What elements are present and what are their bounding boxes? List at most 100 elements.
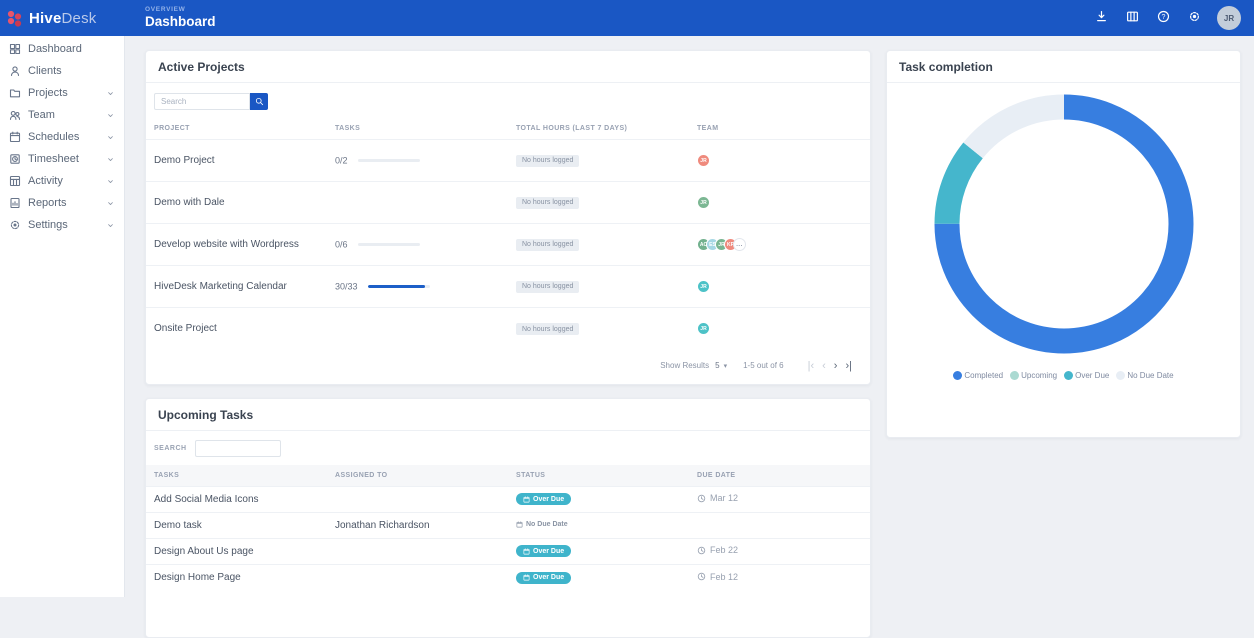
- chart-legend: Completed Upcoming Over Due No Due Date: [953, 371, 1174, 380]
- tasks-search-input[interactable]: [194, 440, 281, 457]
- tasks-progress: 0/6: [335, 239, 421, 250]
- table-row[interactable]: Onsite Project No hours logged JR: [146, 307, 870, 350]
- sidebar: Dashboard Clients Projects Team Schedule…: [0, 36, 125, 597]
- pagination-prev-button[interactable]: ‹: [818, 360, 830, 372]
- upcoming-tasks-table: TASKS ASSIGNED TO STATUS DUE DATE Add Socia…: [146, 465, 870, 591]
- hours-badge: No hours logged: [516, 238, 580, 251]
- brand-name-light: Desk: [61, 9, 97, 27]
- tasks-progress: 30/33: [335, 281, 431, 292]
- calendar-icon: [516, 521, 523, 528]
- column-header-due-date: DUE DATE: [697, 472, 736, 479]
- hours-badge: No hours logged: [516, 323, 580, 335]
- search-icon: [255, 97, 264, 106]
- legend-item-over-due[interactable]: Over Due: [1064, 371, 1109, 380]
- columns-button[interactable]: [1124, 10, 1140, 26]
- pagination-first-button[interactable]: |‹: [804, 360, 819, 372]
- table-row[interactable]: Design Home Page Over Due Feb 12: [146, 564, 870, 591]
- calendar-icon: [523, 496, 530, 503]
- sidebar-item-label: Team: [28, 109, 55, 121]
- topbar-actions: [1093, 0, 1202, 36]
- legend-label: No Due Date: [1127, 371, 1174, 380]
- task-name: Add Social Media Icons: [146, 486, 327, 513]
- project-name: Onsite Project: [146, 307, 327, 350]
- sidebar-item-projects[interactable]: Projects: [0, 82, 124, 104]
- tasks-fraction: 0/6: [335, 239, 348, 250]
- brand-name-bold: Hive: [29, 9, 62, 27]
- sidebar-item-dashboard[interactable]: Dashboard: [0, 38, 124, 60]
- top-bar: HiveDesk OVERVIEW Dashboard JR: [0, 0, 1254, 36]
- due-date: Mar 12: [697, 493, 738, 503]
- sidebar-item-label: Projects: [28, 87, 68, 99]
- legend-item-upcoming[interactable]: Upcoming: [1010, 371, 1057, 380]
- brand-name: HiveDesk: [29, 10, 96, 27]
- schedules-icon: [9, 131, 21, 143]
- columns-icon: [1126, 10, 1139, 23]
- upcoming-tasks-title: Upcoming Tasks: [146, 399, 870, 431]
- help-icon: [1157, 10, 1170, 23]
- due-date: Feb 22: [697, 545, 738, 555]
- task-completion-donut: [934, 94, 1193, 354]
- column-header-team: TEAM: [697, 125, 719, 132]
- team-more-button[interactable]: ...: [733, 238, 746, 251]
- legend-dot: [1116, 371, 1126, 380]
- sidebar-item-reports[interactable]: Reports: [0, 192, 124, 214]
- team-icon: [9, 109, 21, 121]
- sidebar-item-label: Schedules: [28, 131, 80, 143]
- table-row[interactable]: Demo task Jonathan Richardson No Due Dat…: [146, 512, 870, 539]
- help-button[interactable]: [1155, 10, 1171, 26]
- timesheet-icon: [9, 153, 21, 165]
- table-row[interactable]: Design About Us page Over Due Feb 22: [146, 538, 870, 565]
- table-row[interactable]: Add Social Media Icons Over Due Mar 12: [146, 486, 870, 513]
- sidebar-item-clients[interactable]: Clients: [0, 60, 124, 82]
- calendar-icon: [523, 548, 530, 555]
- progress-bar: [368, 284, 431, 288]
- projects-search-input[interactable]: [154, 93, 250, 110]
- column-header-tasks: TASKS: [335, 125, 361, 132]
- sidebar-item-timesheet[interactable]: Timesheet: [0, 148, 124, 170]
- team-avatar: JR: [697, 280, 710, 293]
- sidebar-item-settings[interactable]: Settings: [0, 214, 124, 236]
- clock-icon: [697, 494, 706, 503]
- pagination-last-button[interactable]: ›|: [841, 360, 856, 372]
- active-projects-table: PROJECT TASKS TOTAL HOURS (LAST 7 DAYS) TEA…: [146, 118, 870, 350]
- tasks-fraction: 30/33: [335, 281, 358, 292]
- table-row[interactable]: Develop website with Wordpress 0/6 No ho…: [146, 223, 870, 266]
- due-date-cell: [689, 512, 870, 539]
- progress-bar: [358, 242, 421, 246]
- due-date-cell: Mar 12: [689, 486, 870, 513]
- team-avatars: JR: [697, 154, 862, 167]
- chevron-down-icon: [106, 199, 115, 208]
- table-row[interactable]: HiveDesk Marketing Calendar 30/33 No hou…: [146, 265, 870, 308]
- show-results-label: Show Results: [660, 361, 710, 370]
- pagination-next-button[interactable]: ›: [830, 360, 842, 372]
- column-header-tasks: TASKS: [154, 472, 180, 479]
- no-due-date-badge: No Due Date: [516, 521, 568, 528]
- upcoming-tasks-card: Upcoming Tasks SEARCH TASKS ASSIGNED TO ST…: [145, 398, 871, 638]
- table-row[interactable]: Demo Project 0/2 No hours logged JR: [146, 139, 870, 182]
- main-content: Active Projects PROJECT TASKS TOTAL HOURS …: [125, 36, 1254, 638]
- table-row[interactable]: Demo with Dale No hours logged JR: [146, 181, 870, 224]
- due-date-cell: Feb 22: [689, 538, 870, 565]
- projects-search-button[interactable]: [250, 93, 268, 110]
- project-name: HiveDesk Marketing Calendar: [146, 265, 327, 308]
- sidebar-item-team[interactable]: Team: [0, 104, 124, 126]
- page-size-dropdown[interactable]: 5 ▾: [715, 361, 727, 370]
- hours-badge: No hours logged: [516, 196, 580, 209]
- sidebar-item-schedules[interactable]: Schedules: [0, 126, 124, 148]
- brand-logo[interactable]: HiveDesk: [4, 6, 96, 30]
- legend-label: Over Due: [1075, 371, 1110, 380]
- legend-item-no-due-date[interactable]: No Due Date: [1116, 371, 1174, 380]
- overdue-badge: Over Due: [516, 571, 572, 584]
- legend-item-completed[interactable]: Completed: [953, 371, 1003, 380]
- team-avatar: JR: [697, 322, 710, 336]
- reports-icon: [9, 197, 21, 209]
- gear-button[interactable]: [1186, 10, 1202, 26]
- user-avatar[interactable]: JR: [1217, 6, 1241, 30]
- calendar-icon: [523, 574, 530, 581]
- column-header-assigned-to: ASSIGNED TO: [335, 472, 388, 479]
- sidebar-item-label: Dashboard: [28, 43, 82, 55]
- sidebar-item-activity[interactable]: Activity: [0, 170, 124, 192]
- progress-bar: [358, 158, 421, 162]
- sidebar-item-label: Activity: [28, 175, 63, 187]
- download-button[interactable]: [1093, 10, 1109, 26]
